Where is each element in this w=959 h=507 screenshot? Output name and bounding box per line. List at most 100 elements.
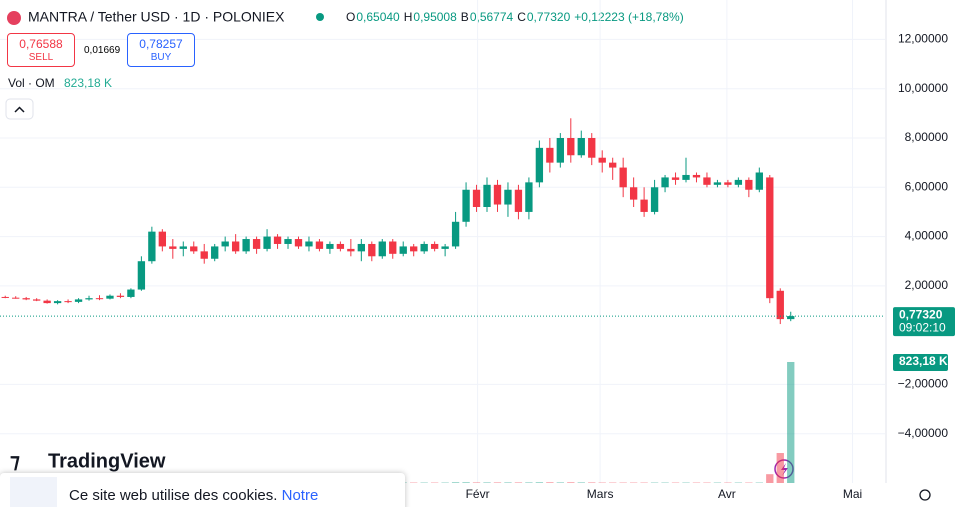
- candle-body: [211, 246, 219, 259]
- x-tick-label: Mars: [587, 487, 614, 501]
- spread: 0,01669: [84, 45, 121, 56]
- buy-label: BUY: [150, 52, 172, 63]
- volume-bar: [588, 482, 596, 483]
- candle-body: [420, 243, 428, 252]
- candle-body: [12, 297, 20, 299]
- volume-bar: [567, 482, 575, 483]
- countdown: 09:02:10: [899, 320, 946, 334]
- settings-icon[interactable]: [919, 489, 931, 501]
- volume-bar: [535, 482, 544, 483]
- candle-body: [116, 295, 125, 297]
- candle-body: [22, 298, 30, 300]
- volume-bar: [462, 482, 470, 483]
- last-volume-badge: [893, 353, 948, 371]
- candle-body: [336, 243, 345, 249]
- candle-body: [242, 239, 250, 252]
- candle-body: [546, 147, 554, 163]
- volume-bar: [546, 482, 554, 483]
- volume-bar: [556, 482, 564, 483]
- ohlc-value: 0,65040: [356, 10, 400, 24]
- x-tick-label: Avr: [718, 487, 736, 501]
- candle-body: [598, 157, 606, 163]
- buy-price: 0,78257: [139, 37, 183, 51]
- candle-body: [179, 246, 187, 249]
- volume-bar: [483, 482, 491, 483]
- x-tick-label: Févr: [466, 487, 490, 501]
- ohlc-key: B: [461, 10, 469, 24]
- candle-body: [368, 243, 376, 257]
- cookie-banner: Ce site web utilise des cookies. Notre: [0, 473, 405, 507]
- y-tick-label: 6,00000: [905, 179, 949, 193]
- change: +0,12223 (+18,78%): [574, 10, 683, 24]
- candle-body: [525, 182, 533, 212]
- cookie-text: Ce site web utilise des cookies. Notre: [69, 487, 318, 504]
- candle-body: [410, 246, 418, 252]
- sell-label: SELL: [28, 52, 54, 63]
- candle-body: [629, 187, 638, 200]
- candle-body: [619, 167, 627, 188]
- event-bolt: [781, 463, 788, 476]
- candle-body: [556, 138, 564, 163]
- candle-body: [588, 138, 596, 158]
- volume-bar: [525, 482, 533, 483]
- cookie-link[interactable]: Notre: [281, 487, 319, 504]
- candle-body: [755, 172, 763, 190]
- ohlc-key: C: [517, 10, 526, 24]
- symbol: MANTRA / Tether USD · 1D · POLONIEX: [28, 9, 285, 25]
- candle-body: [462, 189, 470, 222]
- candle-body: [493, 184, 502, 205]
- candle-body: [252, 239, 261, 249]
- candle-body: [389, 241, 397, 254]
- candle-body: [703, 177, 711, 185]
- collapse-button[interactable]: [5, 98, 34, 120]
- ohlc-value: 0,56774: [470, 10, 514, 24]
- volume-bar: [577, 482, 585, 483]
- candle-body: [74, 299, 83, 302]
- cookie-icon: [10, 477, 57, 507]
- candle-body: [514, 189, 523, 212]
- sell-button[interactable]: 0,76588 SELL: [7, 33, 75, 67]
- buy-button[interactable]: 0,78257 BUY: [127, 33, 195, 67]
- volume-bar: [493, 482, 502, 483]
- cookie-message: Ce site web utilise des cookies.: [69, 487, 278, 504]
- ohlc-value: 0,77320: [527, 10, 571, 24]
- candle-body: [787, 316, 795, 320]
- ohlc-key: O: [346, 10, 355, 24]
- candle-body: [451, 221, 460, 247]
- candle-body: [53, 301, 62, 304]
- ohlc: O 0,65040 H 0,95008 B 0,56774 C 0,77320 +0,12223…: [346, 10, 684, 24]
- volume-bar: [472, 482, 481, 483]
- y-tick-label: 2,00000: [905, 278, 949, 292]
- candle-body: [1, 296, 9, 298]
- last-price-label: 0,77320: [899, 307, 943, 321]
- candle-body: [85, 298, 93, 300]
- candle-body: [221, 241, 229, 247]
- collapse-icon: [14, 106, 25, 113]
- candle-body: [315, 241, 324, 249]
- last-price-badge: [893, 307, 955, 337]
- candle-body: [43, 300, 51, 304]
- candle-body: [483, 184, 491, 207]
- candle-body: [472, 189, 481, 207]
- volume-bar: [787, 361, 795, 483]
- ohlc-key: H: [404, 10, 413, 24]
- volume-bar: [776, 453, 784, 483]
- candle-body: [378, 241, 386, 257]
- candle-body: [724, 182, 732, 185]
- brand: TradingView: [48, 450, 166, 472]
- candle-body: [326, 243, 334, 249]
- volume-bar: [451, 482, 460, 483]
- candle-body: [430, 243, 439, 249]
- y-tick-label: 4,00000: [905, 229, 949, 243]
- candle-body: [776, 290, 784, 320]
- candle-body: [273, 236, 282, 244]
- candle-body: [95, 298, 104, 300]
- candle-body: [357, 243, 365, 252]
- candle-body: [504, 189, 512, 205]
- last-volume-label: 823,18 K: [899, 354, 948, 368]
- candle-body: [158, 231, 167, 247]
- candle-body: [169, 246, 177, 249]
- symbol-icon: [7, 11, 21, 25]
- y-tick-label: −2,00000: [898, 377, 949, 391]
- candle-body: [567, 138, 575, 156]
